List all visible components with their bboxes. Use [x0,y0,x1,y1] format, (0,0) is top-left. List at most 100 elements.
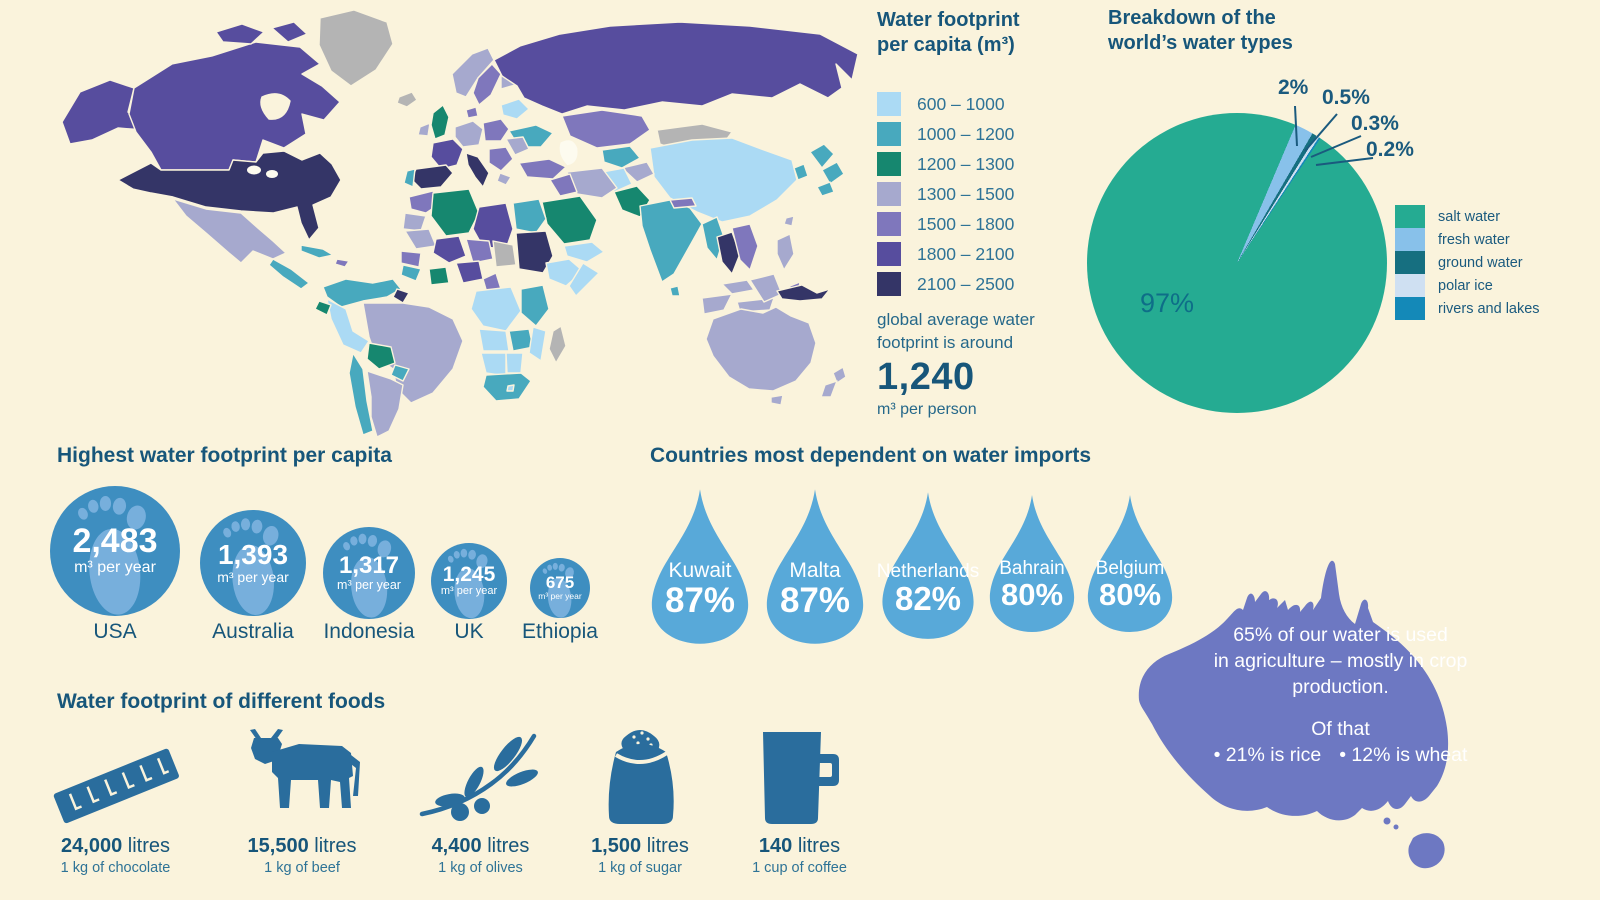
footprint-circle-usa: 2,483 m³ per year [50,486,180,616]
footprint-unit: m³ per year [538,591,582,602]
food-caption: 1 kg of beef [264,860,340,876]
legend-swatch [1395,251,1425,274]
drop-country: Bahrain [999,557,1065,579]
footprint-value: 1,393 [217,538,289,570]
legend-item: 1000 – 1200 [877,122,1077,146]
legend-swatch [877,242,901,266]
food-item-olives: 4,400 litres 1 kg of olives [408,724,553,876]
olive-branch-icon [419,733,538,821]
legend-swatch [877,122,901,146]
legend-item: 1500 – 1800 [877,212,1077,236]
map-legend: Water footprint per capita (m³) 600 – 10… [877,8,1077,419]
australia-fact-line: production. [1292,676,1389,698]
drop-percent: 87% [779,581,851,621]
pie-salt-water-label: 97% [1140,288,1195,318]
legend-item: 1800 – 2100 [877,242,1077,266]
footprint-circle-australia: 1,393 m³ per year [200,510,306,616]
legend-swatch [877,152,901,176]
chocolate-bar-icon [53,748,179,824]
food-item-chocolate: 24,000 litres 1 kg of chocolate [38,724,193,876]
legend-swatch [877,212,901,236]
footprint-unit: m³ per year [440,584,498,597]
pie-callout-fresh-water: 2% [1278,76,1309,99]
drop-country: Kuwait [668,559,732,583]
food-value: 15,500 litres [247,835,357,857]
foods-section-title: Water footprint of different foods [57,690,386,713]
footprint-value: 675 [545,573,575,593]
footprint-value: 1,317 [338,551,400,579]
legend-swatch [877,92,901,116]
global-average-unit: m³ per person [877,401,977,418]
footprints-section-title: Highest water footprint per capita [57,444,392,467]
footprint-unit: m³ per year [217,568,289,585]
water-drop-netherlands: Netherlands 82% [875,489,981,641]
food-value: 4,400 litres [431,835,530,857]
food-caption: 1 kg of chocolate [60,860,171,876]
map-legend-items: 600 – 1000 1000 – 1200 1200 – 1300 1300 … [877,92,1077,296]
world-map-choropleth [61,9,859,438]
legend-item: rivers and lakes [1395,297,1540,320]
footprint-circle-indonesia: 1,317 m³ per year [323,527,415,619]
legend-item: 600 – 1000 [877,92,1077,116]
imports-section-title: Countries most dependent on water import… [650,444,1092,467]
pie-callout-polar-ice: 0.3% [1351,112,1399,135]
food-caption: 1 cup of coffee [752,860,847,876]
pie-legend: salt water fresh water ground water pola… [1395,205,1540,320]
water-drop-kuwait: Kuwait 87% [644,486,756,646]
sugar-sack-icon [608,730,674,824]
legend-item: polar ice [1395,274,1540,297]
legend-item: ground water [1395,251,1540,274]
drop-percent: 87% [664,581,736,621]
australia-fact-line: in agriculture – mostly in crop [1213,650,1468,672]
australia-fact-line: Of that [1311,718,1370,740]
footprint-value: 2,483 [72,522,158,561]
footprint-country-indonesia: Indonesia [323,620,415,643]
drop-country: Malta [789,559,841,583]
food-value: 24,000 litres [61,835,170,857]
cow-icon [250,729,360,808]
food-item-beef: 15,500 litres 1 kg of beef [222,724,382,876]
food-item-coffee: 140 litres 1 cup of coffee [742,724,857,876]
footprint-value: 1,245 [442,562,496,586]
water-types-pie-chart: 2% 0.5% 0.3% 0.2% 97% salt water fresh w… [1070,50,1570,420]
water-drop-bahrain: Bahrain 80% [983,492,1081,634]
drop-percent: 82% [894,580,962,618]
pie-callout-lines [1294,105,1374,166]
legend-item: fresh water [1395,228,1540,251]
australia-shape [1138,560,1449,869]
footprint-country-ethiopia: Ethiopia [522,620,598,643]
drop-percent: 80% [1000,577,1064,613]
legend-swatch [877,182,901,206]
footprint-unit: m³ per year [337,577,401,592]
food-item-sugar: 1,500 litres 1 kg of sugar [580,724,700,876]
pie-chart-title: Breakdown of the world’s water types [1108,7,1293,54]
coffee-mug-icon [763,732,839,824]
legend-swatch [1395,205,1425,228]
global-average-value: 1,240 [877,356,975,398]
legend-item: salt water [1395,205,1540,228]
map-legend-title: Water footprint per capita (m³) [877,9,1020,56]
legend-item: 2100 – 2500 [877,272,1077,296]
food-value: 140 litres [758,835,841,857]
footprint-circle-ethiopia: 675 m³ per year [530,558,590,618]
global-average-note: global average water footprint is around [877,310,1035,352]
footprint-country-uk: UK [454,620,484,643]
drop-percent: 80% [1098,577,1162,613]
footprint-unit: m³ per year [74,559,156,577]
food-caption: 1 kg of olives [438,860,523,876]
pie-callout-ground-water: 0.5% [1322,86,1370,109]
legend-item: 1300 – 1500 [877,182,1077,206]
drop-country: Belgium [1095,557,1165,579]
pie-callout-rivers-lakes: 0.2% [1366,138,1414,161]
legend-swatch [877,272,901,296]
footprint-circle-uk: 1,245 m³ per year [431,543,507,619]
legend-swatch [1395,297,1425,320]
food-value: 1,500 litres [591,835,689,857]
water-drop-belgium: Belgium 80% [1081,492,1179,634]
australia-fact-line: 65% of our water is used [1233,624,1448,646]
legend-swatch [1395,274,1425,297]
water-drop-malta: Malta 87% [759,486,871,646]
australia-fact-bullets: • 21% is rice • 12% is wheat [1213,744,1468,766]
legend-swatch [1395,228,1425,251]
